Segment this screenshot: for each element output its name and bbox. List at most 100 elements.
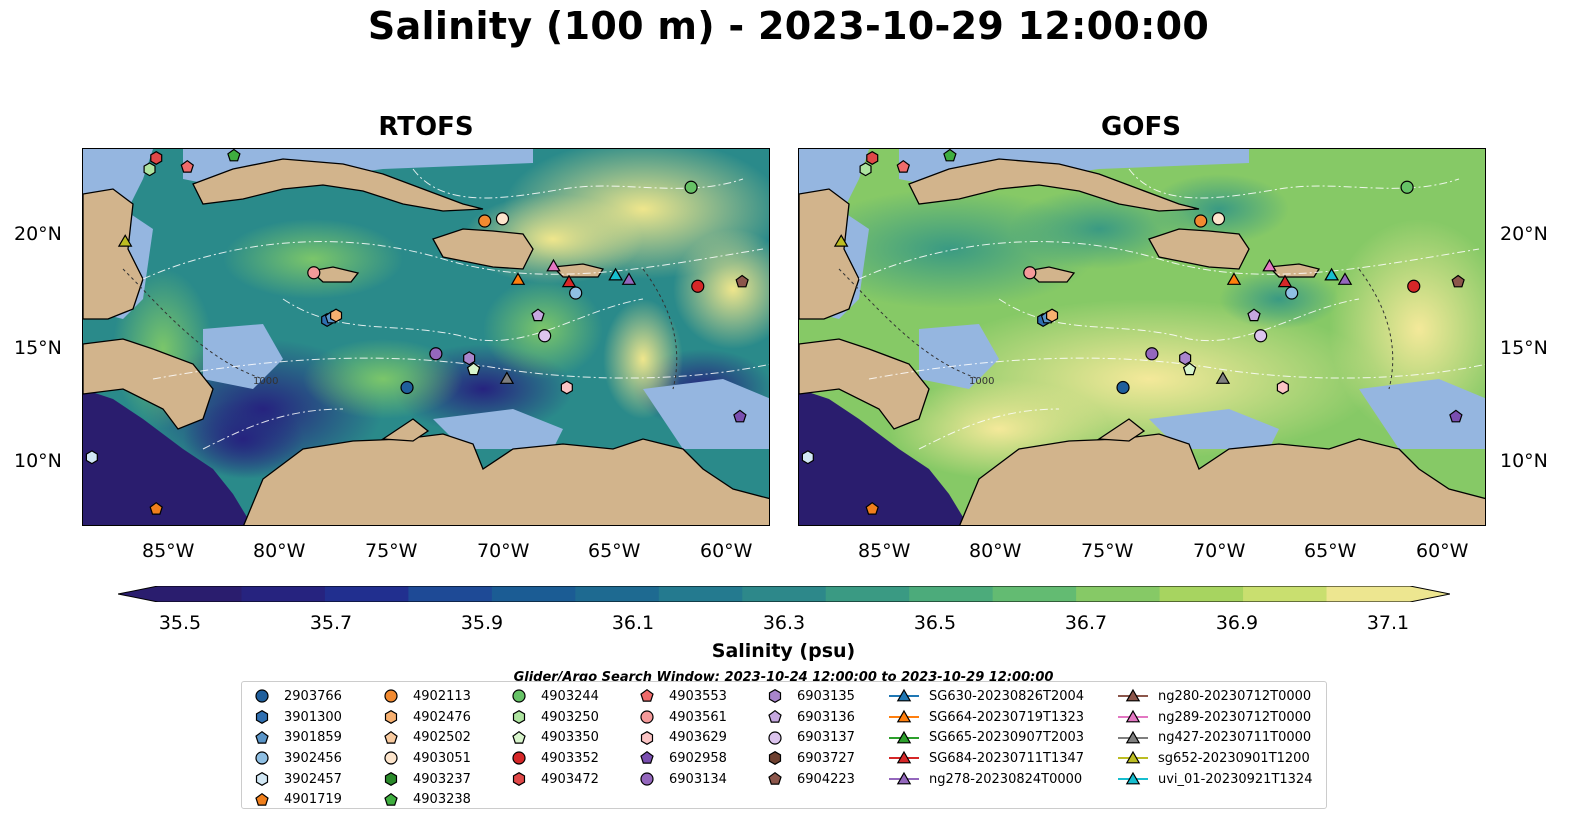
observation-marker-sg652-20230901T1200[interactable]	[117, 234, 133, 247]
map-canvas-gofs: 1000	[799, 149, 1485, 525]
colorbar-segment	[491, 586, 576, 602]
legend-item: uvi_01-20230921T1324	[1118, 769, 1312, 790]
legend-marker-icon	[768, 689, 782, 704]
observation-marker-3902457[interactable]	[801, 450, 814, 465]
observation-marker-4903250[interactable]	[859, 162, 872, 177]
colorbar-segment	[909, 586, 994, 602]
observation-marker-4902113[interactable]	[478, 214, 492, 228]
observation-marker-4903238[interactable]	[227, 149, 241, 162]
observation-marker-ng289-20230712T0000[interactable]	[546, 258, 561, 272]
observation-marker-4903553[interactable]	[180, 159, 195, 173]
colorbar-tick: 37.1	[1366, 612, 1410, 634]
colorbar-segment	[324, 586, 409, 602]
legend-marker-icon	[768, 709, 782, 723]
observation-marker-2903766[interactable]	[1116, 380, 1130, 395]
legend-item: 6904223	[763, 769, 855, 790]
observation-marker-4902113[interactable]	[1194, 214, 1208, 228]
observation-marker-4903553[interactable]	[896, 159, 911, 173]
observation-marker-sg652-20230901T1200[interactable]	[833, 234, 849, 247]
observation-marker-3902456[interactable]	[1285, 286, 1299, 300]
legend-item: 6903134	[635, 769, 727, 790]
observation-markers-rtofs	[85, 149, 749, 515]
legend-item: 3901300	[250, 707, 342, 728]
observation-marker-6903134[interactable]	[429, 347, 443, 361]
observation-marker-4903244[interactable]	[1400, 180, 1414, 194]
legend-marker-icon	[255, 792, 269, 806]
observation-marker-ng278-20230824T0000[interactable]	[1337, 272, 1353, 285]
legend-marker-icon	[255, 751, 269, 766]
colorbar-segment	[1243, 586, 1328, 602]
observation-marker-uvi_01-20230921T1324[interactable]	[608, 267, 623, 281]
observation-marker-ng427-20230711T0000[interactable]	[499, 371, 515, 384]
observation-marker-6903135[interactable]	[463, 351, 476, 366]
observation-marker-SG684-20230711T1347[interactable]	[1277, 274, 1293, 288]
observation-marker-3902456[interactable]	[569, 286, 583, 300]
legend-marker-icon	[384, 730, 398, 744]
observation-marker-4903629[interactable]	[560, 380, 573, 395]
observation-marker-6904223[interactable]	[1451, 274, 1465, 288]
legend-marker-icon	[889, 709, 919, 723]
legend-item: 4903051	[379, 748, 471, 769]
legend-column: 6903135 6903136 6903137 6903727 6904223	[763, 686, 855, 789]
observation-marker-4903350[interactable]	[1182, 362, 1197, 376]
map-panel-rtofs[interactable]: 1000	[82, 148, 770, 526]
observation-marker-4903629[interactable]	[1276, 380, 1289, 395]
observation-marker-6902958[interactable]	[1449, 409, 1463, 423]
observation-marker-2903766[interactable]	[400, 380, 414, 395]
observation-marker-4903352[interactable]	[691, 279, 705, 293]
observation-marker-SG664-20230719T1323[interactable]	[1226, 272, 1242, 285]
observation-marker-4902476[interactable]	[1046, 308, 1059, 323]
legend-label: 3901859	[284, 730, 342, 746]
map-panel-gofs[interactable]: 1000	[798, 148, 1486, 526]
observation-marker-4903472[interactable]	[150, 151, 163, 165]
observation-marker-3902457[interactable]	[85, 450, 98, 465]
legend-item: SG665-20230907T2003	[889, 727, 1084, 748]
legend-label: 4903352	[541, 750, 599, 766]
legend-marker-icon	[384, 772, 398, 787]
observation-marker-ng278-20230824T0000[interactable]	[621, 272, 637, 285]
observation-marker-6903134[interactable]	[1145, 347, 1159, 361]
observation-marker-6902958[interactable]	[733, 409, 747, 423]
observation-marker-4903472[interactable]	[866, 151, 879, 165]
legend-marker-icon	[255, 710, 269, 725]
observation-marker-SG664-20230719T1323[interactable]	[510, 272, 526, 285]
observation-marker-4903561[interactable]	[307, 266, 321, 280]
legend-label: 6903136	[797, 709, 855, 725]
observation-marker-4901719[interactable]	[865, 501, 879, 515]
observation-marker-4903244[interactable]	[684, 180, 698, 194]
lon-tick: 85°W	[858, 540, 911, 562]
legend-column: 4902113 4902476 4902502 4903051 4903237 49032…	[379, 686, 471, 810]
observation-marker-6903135[interactable]	[1179, 351, 1192, 366]
observation-marker-4903051[interactable]	[1211, 212, 1226, 226]
observation-marker-4903561[interactable]	[1023, 266, 1037, 280]
legend-marker-icon	[640, 772, 654, 786]
legend-item: 6903135	[763, 686, 855, 707]
observation-marker-ng427-20230711T0000[interactable]	[1215, 371, 1231, 384]
observation-marker-uvi_01-20230921T1324[interactable]	[1324, 267, 1339, 281]
observation-marker-4903352[interactable]	[1407, 279, 1421, 293]
observation-marker-ng289-20230712T0000[interactable]	[1262, 258, 1277, 272]
legend-marker-icon	[384, 710, 398, 725]
legend-label: SG684-20230711T1347	[929, 750, 1085, 766]
observation-marker-4903238[interactable]	[943, 149, 957, 162]
colorbar	[117, 585, 1451, 603]
contour-label: 1000	[969, 376, 994, 387]
observation-marker-4903051[interactable]	[495, 212, 510, 226]
observation-marker-6903136[interactable]	[1247, 308, 1261, 322]
observation-marker-SG684-20230711T1347[interactable]	[561, 274, 577, 288]
lon-tick: 80°W	[253, 540, 306, 562]
colorbar-segment	[158, 586, 242, 602]
observation-marker-4903250[interactable]	[143, 162, 156, 177]
legend-marker-icon	[384, 751, 398, 766]
observation-marker-4901719[interactable]	[149, 501, 163, 515]
observation-marker-6903137[interactable]	[1254, 329, 1268, 343]
observation-marker-6903136[interactable]	[531, 308, 545, 322]
legend-item: 3902457	[250, 769, 342, 790]
observation-marker-6903137[interactable]	[538, 329, 552, 343]
observation-marker-4903350[interactable]	[466, 362, 481, 376]
observation-marker-6904223[interactable]	[735, 274, 749, 288]
lat-tick: 15°N	[1500, 337, 1548, 359]
observation-marker-4902476[interactable]	[330, 308, 343, 323]
lon-tick: 60°W	[1416, 540, 1469, 562]
legend-label: 4902502	[413, 730, 471, 746]
